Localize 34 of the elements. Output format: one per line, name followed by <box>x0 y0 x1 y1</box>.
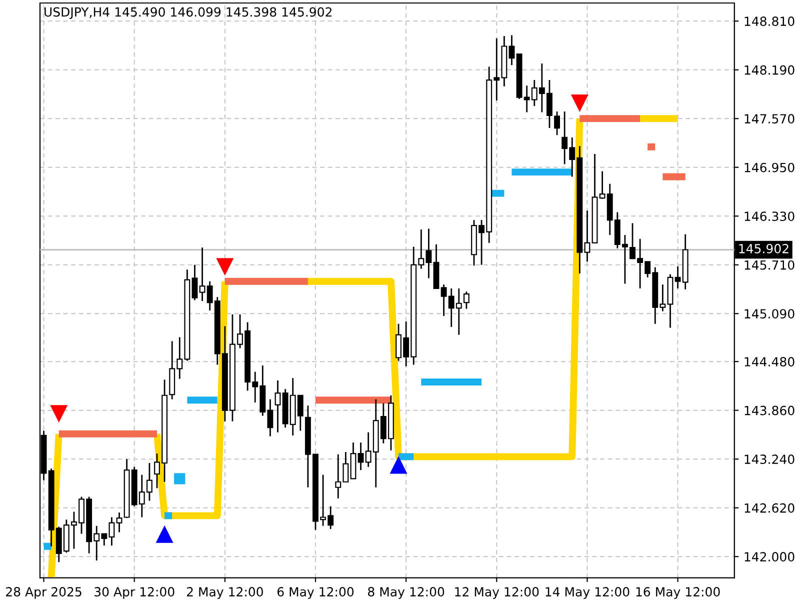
y-tick-label: 144.480 <box>744 357 794 366</box>
y-tick-label: 146.950 <box>744 162 794 172</box>
x-tick-label: 8 May 12:00 <box>368 587 444 599</box>
y-tick-label: 143.240 <box>744 454 794 464</box>
y-tick-label: 145.090 <box>744 309 794 319</box>
y-tick-label: 147.570 <box>744 114 794 124</box>
point <box>156 526 173 543</box>
x-tick-label: 6 May 12:00 <box>277 587 354 599</box>
candlestick <box>199 246 206 302</box>
y-tick-label: 148.190 <box>744 65 794 75</box>
point <box>216 258 234 275</box>
candlestick <box>463 290 470 310</box>
y-tick-label: 145.710 <box>744 260 794 270</box>
candlestick <box>508 34 515 66</box>
y-tick-label: 148.810 <box>744 16 794 26</box>
candlestick <box>192 264 198 301</box>
y-tick-label: 142.000 <box>744 552 794 562</box>
x-tick-label: 2 May 12:00 <box>186 587 263 599</box>
point <box>174 473 186 484</box>
y-tick-label: 143.860 <box>744 406 794 416</box>
x-tick-label: 28 Apr 2025 <box>6 587 82 599</box>
y-tick-label: 146.330 <box>744 212 794 222</box>
point <box>50 405 68 422</box>
chart-title: USDJPY,H4 145.490 146.099 145.398 145.902 <box>44 7 332 20</box>
candlestick <box>116 512 122 533</box>
ref-line-label: 145.902 <box>739 244 788 254</box>
x-tick-label: 14 May 12:00 <box>546 587 630 599</box>
point <box>571 94 588 112</box>
y-tick-label: 142.620 <box>744 503 794 513</box>
point <box>390 457 407 474</box>
candlestick <box>274 380 281 434</box>
x-tick-label: 16 May 12:00 <box>636 587 720 599</box>
x-tick-label: 30 Apr 12:00 <box>94 587 174 599</box>
x-tick-label: 12 May 12:00 <box>455 587 539 599</box>
